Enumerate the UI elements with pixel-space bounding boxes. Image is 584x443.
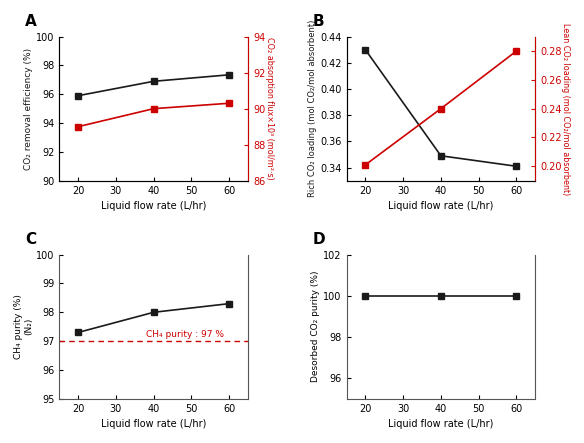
- Text: A: A: [25, 15, 37, 29]
- X-axis label: Liquid flow rate (L/hr): Liquid flow rate (L/hr): [101, 419, 206, 429]
- X-axis label: Liquid flow rate (L/hr): Liquid flow rate (L/hr): [101, 201, 206, 211]
- Y-axis label: Lean CO₂ loading (mol CO₂/mol absorbent): Lean CO₂ loading (mol CO₂/mol absorbent): [561, 23, 570, 195]
- Text: C: C: [25, 233, 36, 248]
- Y-axis label: Rich CO₂ loading (mol CO₂/mol absorbent): Rich CO₂ loading (mol CO₂/mol absorbent): [308, 20, 317, 197]
- X-axis label: Liquid flow rate (L/hr): Liquid flow rate (L/hr): [388, 419, 493, 429]
- Y-axis label: CH₄ purity (%)
(N₂): CH₄ purity (%) (N₂): [14, 294, 33, 359]
- Text: D: D: [312, 233, 325, 248]
- Text: CH₄ purity : 97 %: CH₄ purity : 97 %: [146, 330, 224, 339]
- X-axis label: Liquid flow rate (L/hr): Liquid flow rate (L/hr): [388, 201, 493, 211]
- Y-axis label: CO₂ absorption flux×10³ (mol/m²·s): CO₂ absorption flux×10³ (mol/m²·s): [265, 37, 274, 180]
- Y-axis label: Desorbed CO₂ purity (%): Desorbed CO₂ purity (%): [311, 271, 321, 382]
- Text: B: B: [312, 15, 324, 29]
- Y-axis label: CO₂ removal efficiency (%): CO₂ removal efficiency (%): [25, 47, 33, 170]
